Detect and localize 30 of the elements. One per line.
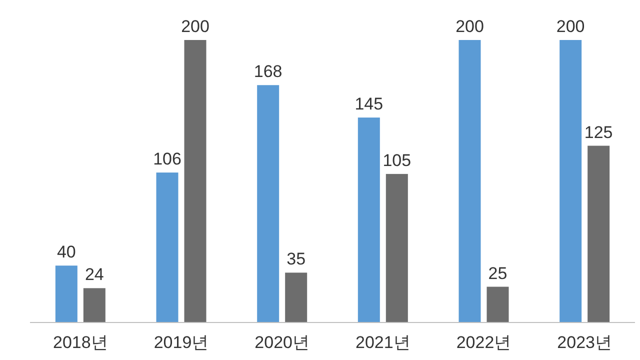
data-label: 200: [181, 17, 210, 36]
bar: [156, 172, 178, 322]
bar: [285, 272, 308, 322]
bar: [83, 288, 106, 322]
data-label: 105: [382, 150, 412, 170]
bar: [55, 266, 78, 322]
x-tick-label: 2022년: [456, 333, 512, 352]
data-label: 106: [153, 150, 182, 169]
data-label: 168: [254, 62, 282, 82]
bar: [184, 40, 206, 322]
data-label: 200: [456, 17, 484, 36]
data-label: 35: [286, 250, 306, 269]
data-label: 24: [84, 265, 104, 284]
data-label: 145: [354, 94, 384, 114]
data-label: 125: [584, 122, 613, 142]
bar: [560, 40, 582, 322]
bar: [257, 85, 280, 322]
data-label: 25: [488, 264, 508, 283]
bar: [386, 174, 408, 322]
bar: [486, 286, 509, 322]
bar: [458, 40, 481, 322]
data-label: 40: [56, 242, 76, 262]
bar: [588, 146, 610, 322]
x-tick-label: 2020년: [254, 333, 310, 352]
x-tick-label: 2021년: [356, 333, 410, 352]
x-tick-label: 2019년: [154, 333, 209, 352]
x-tick-label: 2018년: [53, 333, 108, 352]
x-tick-label: 2023년: [557, 333, 612, 352]
data-label: 200: [556, 17, 585, 36]
bar: [358, 118, 380, 322]
